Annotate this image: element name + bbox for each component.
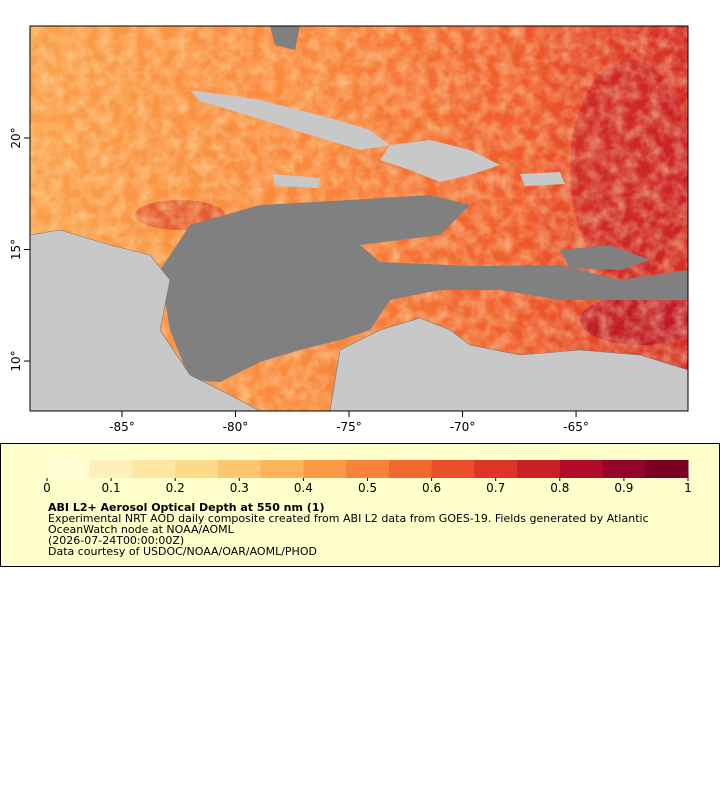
colorbar-step [602,460,646,478]
colorbar-step [517,460,561,478]
colorbar-step [388,460,433,478]
colorbar-step [346,460,390,478]
x-tick-label: -80° [223,420,249,434]
colorbar-tick-label: 0.4 [294,481,313,495]
colorbar-step [217,460,262,478]
y-tick-label: 15° [9,239,23,260]
colorbar-step [559,460,604,478]
no-data [160,195,688,382]
land [380,140,500,182]
colorbar-tick-label: 1 [684,481,692,495]
legend-line: (2026-07-24T00:00:00Z) [48,534,184,547]
colorbar-step [89,460,133,478]
colorbar-step [645,460,689,478]
land [190,90,390,150]
colorbar-tick-label: 0.7 [486,481,505,495]
colorbar-tick-label: 0.1 [102,481,121,495]
map-frame [29,25,689,412]
colorbar-tick-label: 0.9 [614,481,633,495]
y-tick-label: 20° [9,127,23,148]
land [272,172,565,188]
colorbar-step [303,460,347,478]
colorbar-tick-label: 0.3 [230,481,249,495]
colorbar-step [260,460,304,478]
y-tick-label: 10° [9,350,23,371]
x-tick-label: -75° [336,420,362,434]
legend-line: Data courtesy of USDOC/NOAA/OAR/AOML/PHO… [48,545,317,558]
colorbar-tick-label: 0.5 [358,481,377,495]
land [30,229,261,411]
legend-title: ABI L2+ Aerosol Optical Depth at 550 nm … [48,501,325,514]
colorbar-tick-label: 0 [43,481,51,495]
legend-line: Experimental NRT AOD daily composite cre… [48,512,649,525]
colorbar-tick-label: 0.8 [550,481,569,495]
map [30,26,688,411]
x-tick-label: -70° [450,420,476,434]
colorbar-tick-label: 0.6 [422,481,441,495]
colorbar-tick-label: 0.2 [166,481,185,495]
colorbar-step [175,460,219,478]
land [329,317,688,411]
legend-line: OceanWatch node at NOAA/AOML [48,523,235,536]
x-tick-label: -85° [109,420,135,434]
colorbar-step [47,460,91,478]
x-tick-label: -65° [563,420,589,434]
colorbar-step [132,460,176,478]
colorbar-step [431,460,475,478]
colorbar-step [474,460,518,478]
